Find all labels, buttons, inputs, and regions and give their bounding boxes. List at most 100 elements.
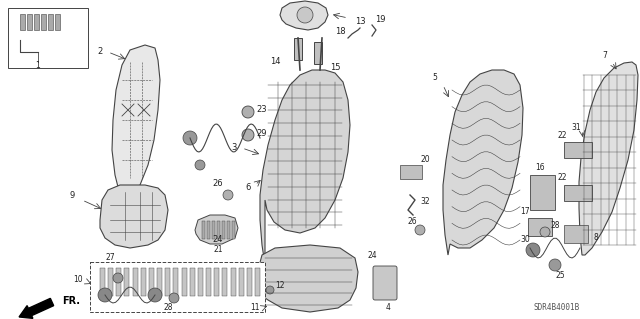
Bar	[206, 268, 211, 296]
Text: 22: 22	[557, 174, 567, 182]
Circle shape	[113, 273, 123, 283]
Bar	[230, 268, 236, 296]
Text: FR.: FR.	[62, 296, 80, 306]
Text: 28: 28	[163, 303, 173, 313]
FancyArrow shape	[19, 298, 54, 318]
Polygon shape	[100, 185, 168, 248]
Bar	[255, 268, 260, 296]
Text: 9: 9	[69, 191, 75, 201]
Text: 11: 11	[250, 303, 260, 313]
Bar	[212, 221, 215, 239]
Bar	[564, 142, 592, 158]
Text: 26: 26	[212, 179, 223, 188]
Polygon shape	[112, 45, 160, 195]
Bar	[173, 268, 179, 296]
Circle shape	[242, 106, 254, 118]
Bar	[48, 14, 53, 30]
Circle shape	[223, 190, 233, 200]
Text: 14: 14	[269, 57, 280, 66]
Bar	[108, 268, 113, 296]
Text: 24: 24	[212, 235, 223, 244]
Bar	[149, 268, 154, 296]
Text: 27: 27	[105, 254, 115, 263]
Text: 17: 17	[520, 207, 530, 217]
Bar	[198, 268, 203, 296]
Text: 23: 23	[257, 106, 268, 115]
Bar	[239, 268, 244, 296]
Circle shape	[225, 223, 235, 233]
Bar	[294, 38, 302, 60]
Bar	[202, 221, 205, 239]
Circle shape	[297, 7, 313, 23]
Bar	[182, 268, 187, 296]
Bar	[100, 268, 105, 296]
Bar	[314, 42, 322, 64]
Polygon shape	[280, 1, 328, 30]
Text: 30: 30	[520, 235, 530, 244]
Text: 32: 32	[420, 197, 430, 206]
Text: 31: 31	[571, 123, 581, 132]
Text: 2: 2	[97, 48, 102, 56]
Bar	[214, 268, 220, 296]
Text: 16: 16	[535, 164, 545, 173]
Polygon shape	[260, 70, 350, 265]
Circle shape	[242, 129, 254, 141]
Text: SDR4B4001B: SDR4B4001B	[534, 303, 580, 312]
Text: 12: 12	[275, 280, 285, 290]
Polygon shape	[255, 245, 358, 312]
Bar	[157, 268, 162, 296]
Circle shape	[195, 160, 205, 170]
Text: 1: 1	[36, 61, 40, 70]
Bar	[116, 268, 122, 296]
Text: 29: 29	[257, 129, 268, 137]
FancyBboxPatch shape	[373, 266, 397, 300]
Text: 4: 4	[385, 303, 390, 313]
Bar	[189, 268, 195, 296]
Bar	[528, 218, 552, 236]
Bar	[232, 221, 235, 239]
Text: 10: 10	[73, 276, 83, 285]
Text: 5: 5	[433, 73, 437, 83]
Text: 6: 6	[245, 183, 251, 192]
Bar	[41, 14, 46, 30]
Bar	[227, 221, 230, 239]
Text: 22: 22	[557, 130, 567, 139]
Text: 25: 25	[555, 271, 565, 279]
Bar	[55, 14, 60, 30]
Bar	[141, 268, 146, 296]
Bar	[34, 14, 39, 30]
Text: 26: 26	[407, 218, 417, 226]
Circle shape	[98, 288, 112, 302]
Polygon shape	[579, 62, 638, 255]
Bar	[564, 225, 588, 243]
Bar	[222, 221, 225, 239]
Circle shape	[183, 131, 197, 145]
Bar	[20, 14, 25, 30]
Text: 21: 21	[213, 246, 223, 255]
Text: 19: 19	[375, 16, 385, 25]
Circle shape	[169, 293, 179, 303]
Bar	[165, 268, 170, 296]
Text: 18: 18	[335, 27, 346, 36]
Bar	[530, 175, 555, 210]
Bar	[217, 221, 220, 239]
Text: 15: 15	[330, 63, 340, 72]
Bar	[132, 268, 138, 296]
Circle shape	[266, 286, 274, 294]
Bar	[27, 14, 32, 30]
Polygon shape	[195, 215, 238, 244]
Text: 24: 24	[367, 250, 377, 259]
Text: 20: 20	[420, 155, 430, 165]
Bar	[207, 221, 210, 239]
Bar	[90, 262, 265, 312]
Text: 8: 8	[594, 234, 598, 242]
Bar	[564, 185, 592, 201]
Text: 13: 13	[355, 18, 365, 26]
Bar	[400, 165, 422, 179]
Bar	[8, 8, 88, 68]
Bar	[124, 268, 129, 296]
Circle shape	[540, 227, 550, 237]
Circle shape	[148, 288, 162, 302]
Text: 7: 7	[603, 50, 607, 60]
Bar	[247, 268, 252, 296]
